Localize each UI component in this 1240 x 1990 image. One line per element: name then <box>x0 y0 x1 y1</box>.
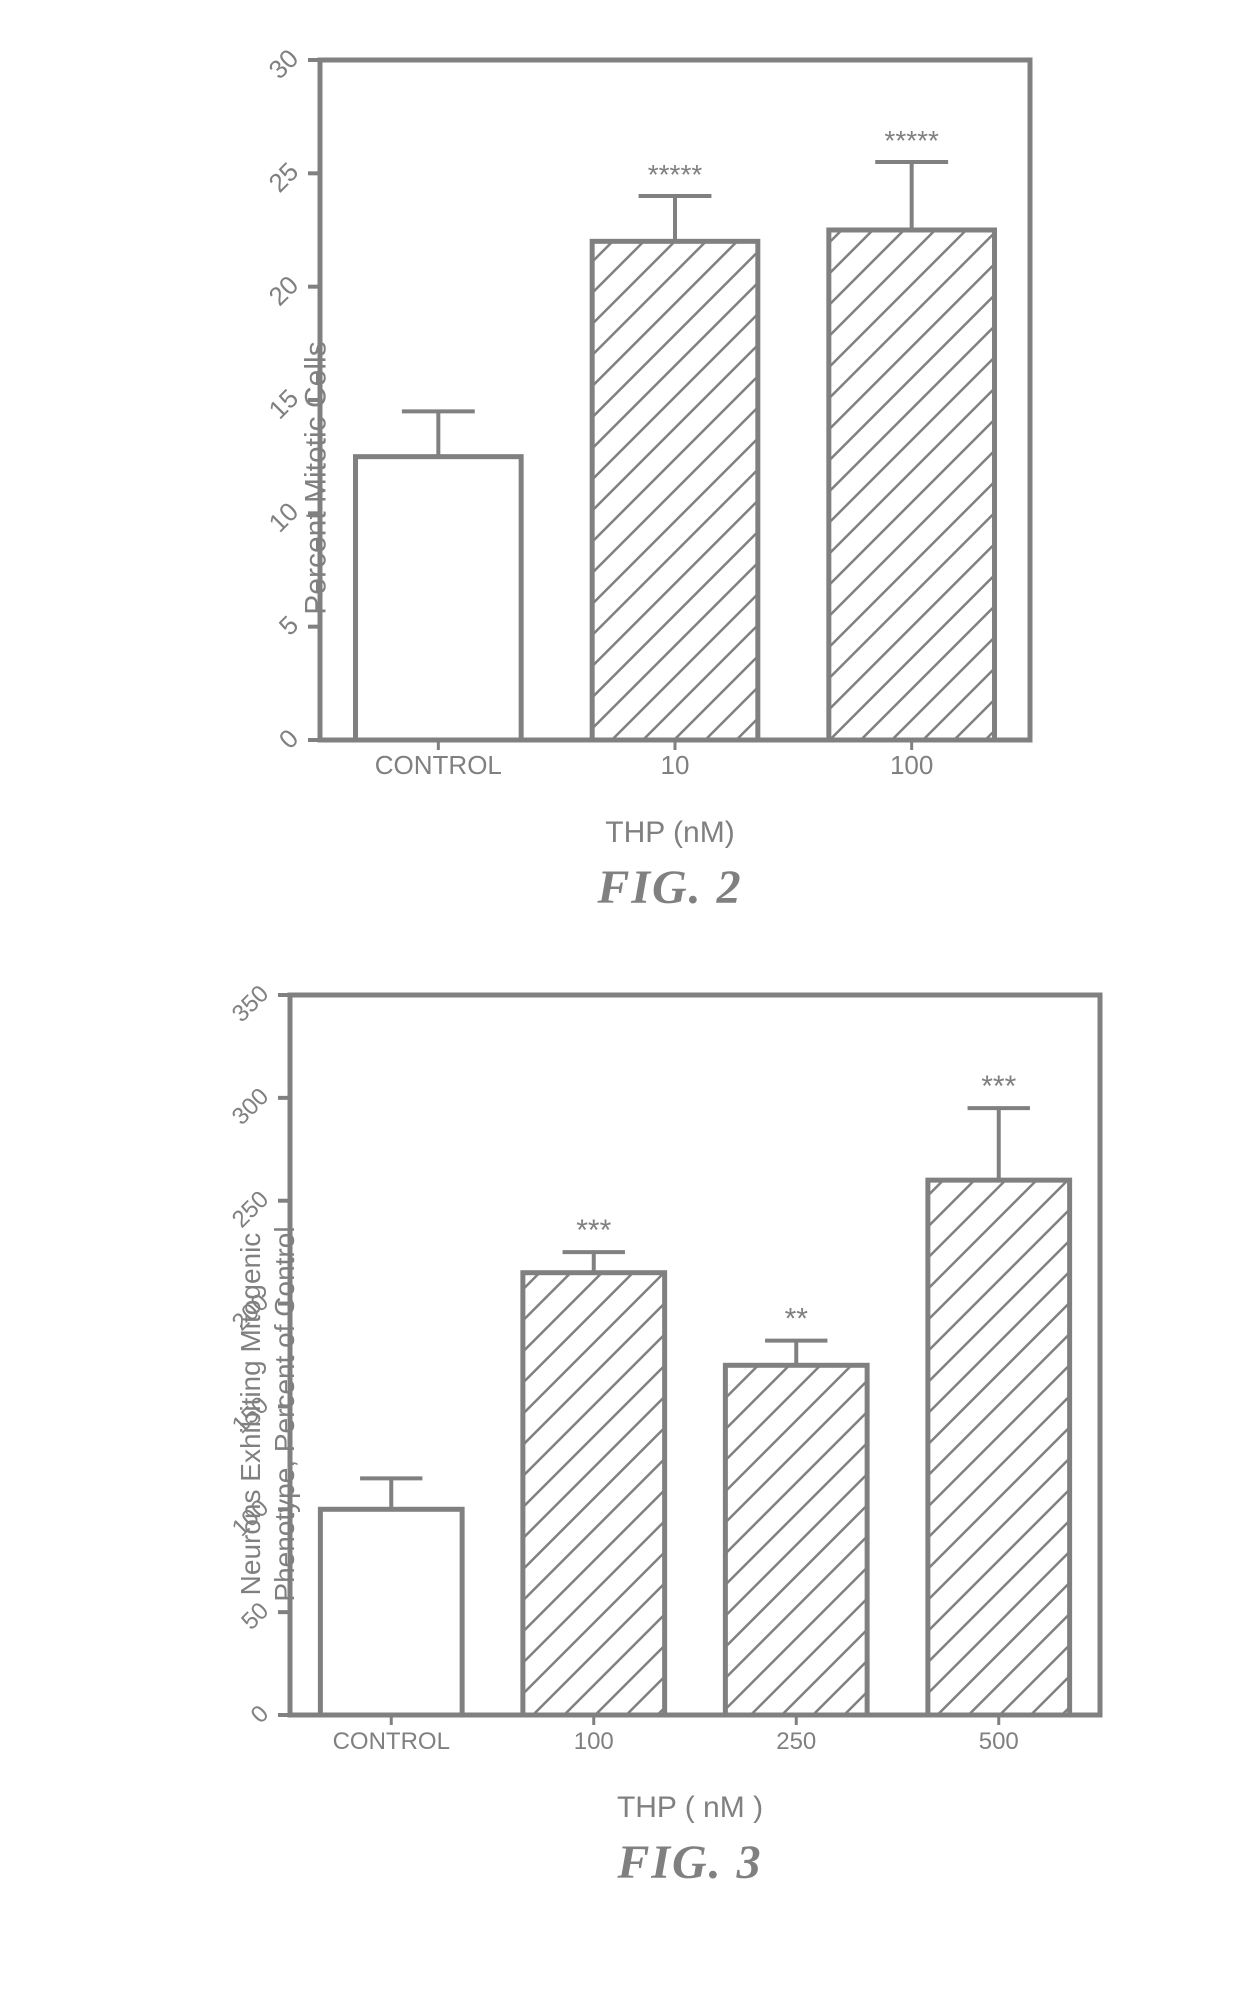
svg-text:30: 30 <box>263 43 305 85</box>
x-tick-label: 100 <box>574 1728 614 1755</box>
x-tick-label: 500 <box>979 1728 1019 1755</box>
svg-text:25: 25 <box>263 156 305 198</box>
x-tick-label: 250 <box>776 1728 816 1755</box>
svg-text:15: 15 <box>263 383 305 425</box>
significance-annotation: ***** <box>648 159 703 190</box>
fig3-ylabel: Neurons Exhibiting Mitogenic Phenotype, … <box>234 1227 301 1602</box>
fig2-container: Percent Mitotic Cells 051015202530CONTRO… <box>190 40 1050 915</box>
fig3-xlabel: THP ( nM ) <box>260 1791 1120 1825</box>
svg-text:10: 10 <box>263 496 305 538</box>
fig2-caption: FIG. 2 <box>290 860 1050 915</box>
fig2-ylabel: Percent Mitotic Cells <box>300 341 334 614</box>
x-tick-label: CONTROL <box>333 1728 450 1755</box>
fig3-caption: FIG. 3 <box>260 1835 1120 1890</box>
significance-annotation: ** <box>785 1303 809 1336</box>
fig3-ylabel-line1: Neurons Exhibiting Mitogenic <box>234 1227 268 1602</box>
bar <box>928 1180 1070 1715</box>
significance-annotation: *** <box>981 1070 1016 1103</box>
significance-annotation: ***** <box>884 125 939 156</box>
svg-text:0: 0 <box>246 1700 275 1729</box>
bar <box>356 457 522 740</box>
bar <box>725 1365 867 1715</box>
x-tick-label: 100 <box>890 750 933 780</box>
fig3-container: Neurons Exhibiting Mitogenic Phenotype, … <box>120 975 1120 1890</box>
svg-text:350: 350 <box>227 980 274 1027</box>
bar <box>523 1273 665 1715</box>
x-tick-label: CONTROL <box>375 750 502 780</box>
svg-text:20: 20 <box>263 270 305 312</box>
svg-text:300: 300 <box>227 1083 274 1130</box>
fig3-ylabel-line2: Phenotype, Percent of Control <box>268 1227 302 1602</box>
svg-text:0: 0 <box>273 723 304 754</box>
svg-text:50: 50 <box>236 1597 274 1635</box>
bar <box>592 241 758 740</box>
fig2-xlabel: THP (nM) <box>290 816 1050 850</box>
bar <box>320 1509 462 1715</box>
x-tick-label: 10 <box>661 750 690 780</box>
bar <box>829 230 995 740</box>
significance-annotation: *** <box>576 1214 611 1247</box>
